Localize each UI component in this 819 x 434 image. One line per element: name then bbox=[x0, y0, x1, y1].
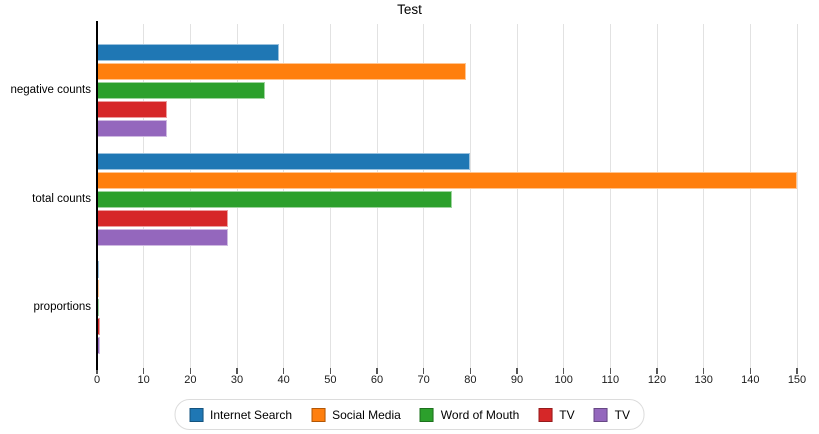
gridline bbox=[516, 24, 518, 368]
x-axis-tick-label: 40 bbox=[277, 374, 290, 386]
chart-title: Test bbox=[397, 2, 422, 17]
bar-tv bbox=[97, 210, 228, 227]
x-axis-tick-label: 110 bbox=[601, 374, 620, 386]
x-axis-tick bbox=[562, 368, 565, 374]
category-label: total counts bbox=[32, 192, 91, 205]
x-axis-tick-label: 10 bbox=[137, 374, 150, 386]
x-axis-tick bbox=[749, 368, 752, 374]
bar-tv bbox=[97, 120, 167, 137]
x-axis-tick bbox=[376, 368, 378, 374]
legend-swatch bbox=[593, 407, 608, 422]
x-axis-tick bbox=[656, 368, 658, 374]
gridline bbox=[703, 24, 705, 368]
x-axis-tick bbox=[796, 368, 798, 374]
x-axis-tick-label: 0 bbox=[93, 374, 101, 386]
y-axis-line bbox=[96, 21, 98, 370]
x-axis-tick-label: 100 bbox=[554, 374, 573, 386]
x-axis-tick bbox=[282, 368, 285, 374]
gridline bbox=[563, 24, 565, 368]
x-axis-tick bbox=[236, 368, 238, 374]
legend-label: Internet Search bbox=[210, 407, 293, 422]
x-axis-tick bbox=[609, 368, 612, 374]
x-axis-tick-label: 120 bbox=[647, 374, 667, 386]
x-axis-tick bbox=[702, 368, 705, 374]
plot-area bbox=[96, 22, 809, 368]
legend-item: Internet Search bbox=[189, 407, 293, 422]
legend-item: TV bbox=[538, 407, 575, 422]
bar-social-media bbox=[97, 172, 797, 189]
gridline bbox=[796, 24, 798, 368]
legend-swatch bbox=[419, 407, 434, 422]
bar-tv bbox=[97, 101, 167, 118]
legend-swatch bbox=[538, 407, 553, 422]
bar-word-of-mouth bbox=[97, 191, 452, 208]
x-axis-tick-label: 20 bbox=[184, 374, 197, 386]
legend-item: TV bbox=[593, 407, 630, 422]
legend-label: TV bbox=[614, 407, 630, 422]
category-label: proportions bbox=[33, 300, 91, 313]
x-axis-tick-label: 30 bbox=[230, 374, 244, 386]
legend-label: TV bbox=[559, 407, 575, 422]
x-axis-tick bbox=[516, 368, 518, 374]
gridline bbox=[609, 24, 611, 368]
x-axis-tick-label: 150 bbox=[787, 374, 807, 386]
category-label: negative counts bbox=[10, 83, 91, 96]
legend: Internet Search Social Media Word of Mouth… bbox=[174, 399, 645, 430]
x-axis-tick bbox=[422, 368, 425, 374]
x-axis-tick-label: 60 bbox=[370, 374, 384, 386]
bar-internet-search bbox=[97, 44, 279, 61]
bar-tv bbox=[97, 229, 228, 246]
bar-social-media bbox=[97, 63, 466, 80]
x-axis-tick bbox=[329, 368, 332, 374]
legend-item: Social Media bbox=[311, 407, 401, 422]
gridline bbox=[469, 24, 471, 368]
legend-swatch bbox=[311, 407, 326, 422]
x-axis-tick-label: 50 bbox=[324, 374, 337, 386]
gridline bbox=[656, 24, 658, 368]
x-axis-tick-label: 130 bbox=[694, 374, 713, 386]
x-axis-tick bbox=[96, 368, 98, 374]
x-axis-tick-label: 90 bbox=[510, 374, 524, 386]
legend-label: Word of Mouth bbox=[440, 407, 520, 422]
x-axis-tick bbox=[142, 368, 145, 374]
gridline bbox=[749, 24, 751, 368]
bar-internet-search bbox=[97, 153, 471, 170]
x-axis-tick-label: 80 bbox=[464, 374, 477, 386]
x-axis-tick-label: 70 bbox=[417, 374, 430, 386]
x-axis-tick bbox=[469, 368, 472, 374]
legend-label: Social Media bbox=[332, 407, 401, 422]
x-axis-tick-label: 140 bbox=[741, 374, 760, 386]
legend-item: Word of Mouth bbox=[419, 407, 520, 422]
bar-word-of-mouth bbox=[97, 82, 265, 99]
x-axis-tick bbox=[189, 368, 192, 374]
legend-swatch bbox=[189, 407, 204, 422]
